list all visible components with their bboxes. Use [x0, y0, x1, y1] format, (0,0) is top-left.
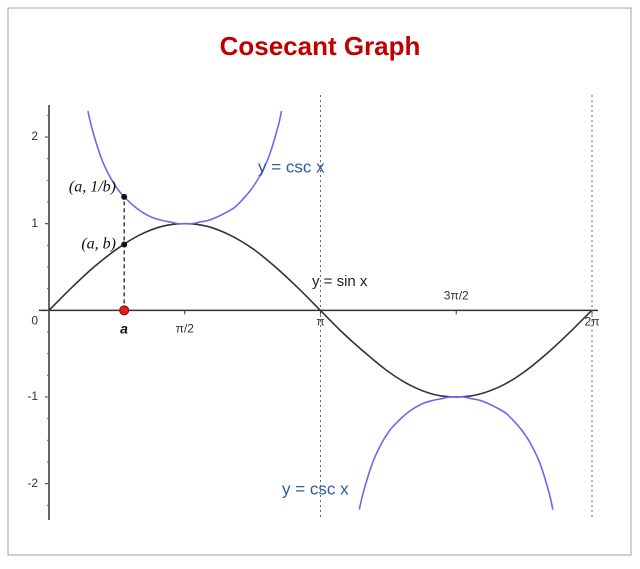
point [121, 241, 128, 248]
chart-title: Cosecant Graph [220, 31, 421, 61]
frame [7, 7, 632, 556]
annotation: y = csc x [282, 479, 349, 498]
series-label: y = sin x [312, 273, 368, 290]
x-tick-label: π/2 [176, 322, 195, 336]
y-tick-label: -2 [27, 476, 38, 490]
x-tick-label: 3π/2 [444, 289, 469, 303]
point-label: a [120, 321, 128, 337]
point-label: (a, b) [81, 236, 116, 253]
point-label: (a, 1/b) [69, 179, 116, 196]
curve [48, 222, 593, 398]
curve [87, 110, 554, 510]
y-tick-label: 1 [31, 216, 38, 230]
series-label: y = csc x [258, 157, 325, 176]
x-tick-label: 2π [585, 315, 600, 329]
point [119, 305, 130, 316]
x-tick-label: π [316, 315, 324, 329]
y-tick-label: -1 [27, 389, 38, 403]
y-tick-label: 2 [31, 129, 38, 143]
y-tick-label: 0 [31, 314, 38, 328]
point [121, 193, 128, 200]
